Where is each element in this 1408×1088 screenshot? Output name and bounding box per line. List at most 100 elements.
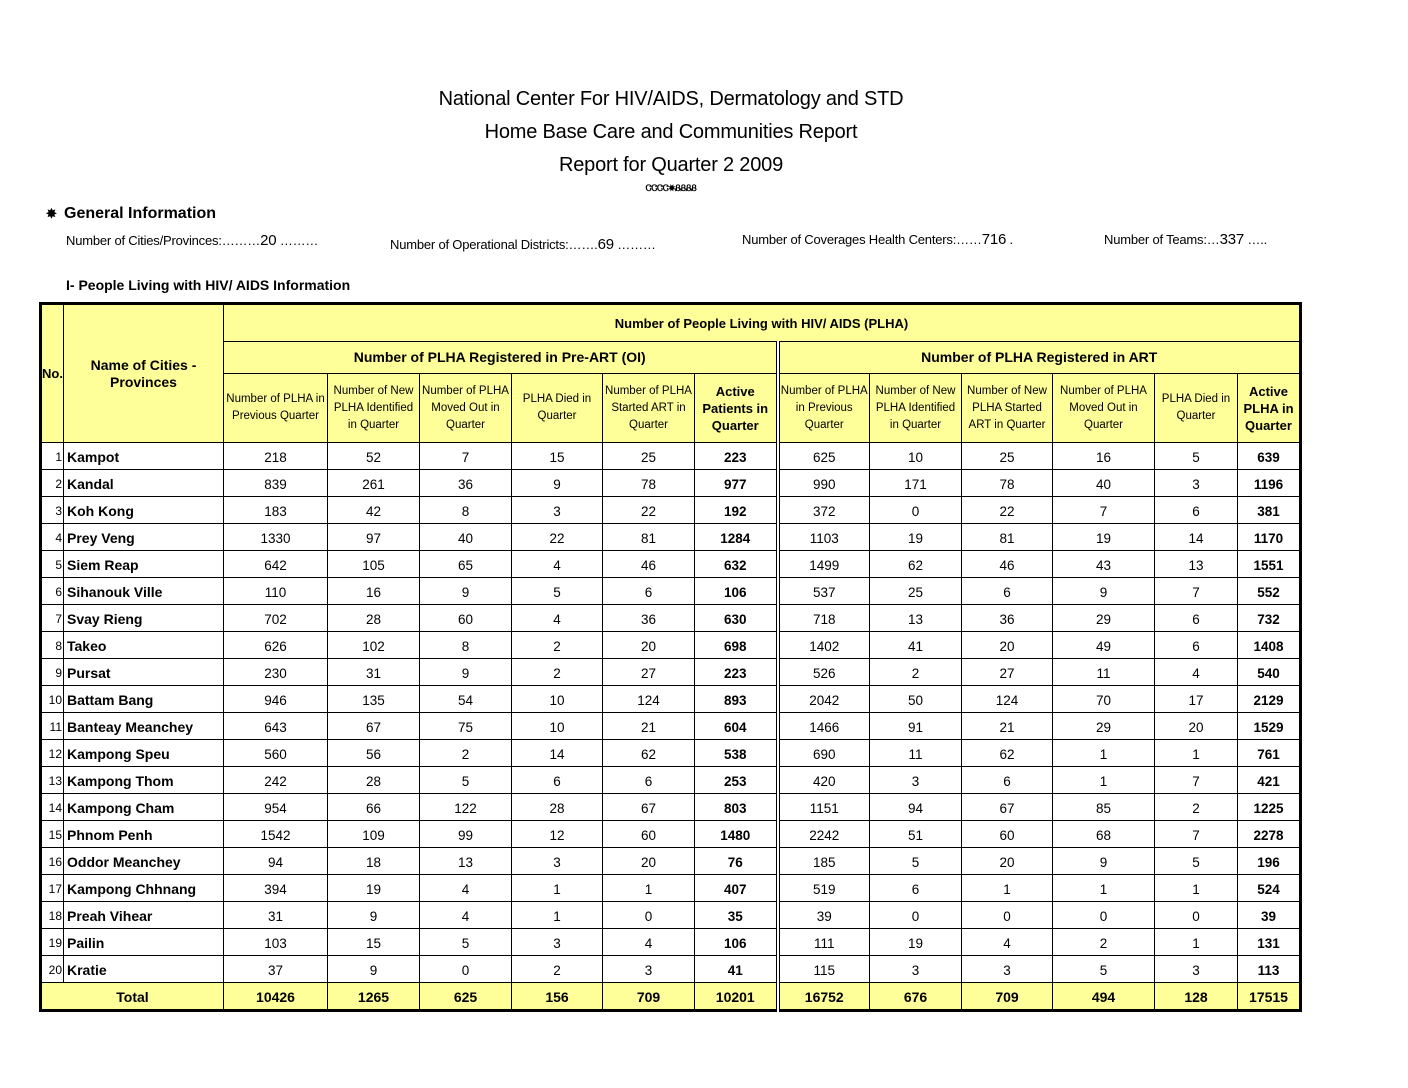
table-row: 8 Takeo 626 102 8 2 20 698 1402 41 20 49 6 1408 xyxy=(40,631,1301,659)
table-row: 17 Kampong Chhnang 394 19 4 1 1 407 519 6 1 1 1 524 xyxy=(40,874,1301,902)
cell-value: 1529 xyxy=(1237,712,1301,740)
cell-value: 171 xyxy=(869,469,962,497)
row-number: 6 xyxy=(40,577,64,605)
cell-value: 17 xyxy=(1154,685,1238,713)
cell-value: 1402 xyxy=(777,631,870,659)
cell-value: 36 xyxy=(602,604,695,632)
total-row: Total 10426 1265 625 156 709 10201 16752 676 709 4… xyxy=(40,982,1301,1011)
cell-value: 19 xyxy=(869,928,962,956)
row-number: 19 xyxy=(40,928,64,956)
row-number: 15 xyxy=(40,820,64,848)
header-art-col-5: PLHA Died in Quarter xyxy=(1154,373,1238,443)
header-preart-col-2: Number of New PLHA Identified in Quarter xyxy=(327,373,420,443)
cell-value: 110 xyxy=(223,577,328,605)
cell-value: 124 xyxy=(602,685,695,713)
cell-value: 2278 xyxy=(1237,820,1301,848)
cell-value: 639 xyxy=(1237,442,1301,470)
cell-value: 1 xyxy=(511,901,603,929)
header-preart-col-6: Active Patients in Quarter xyxy=(694,373,780,443)
cell-value: 6 xyxy=(511,766,603,794)
cell-value: 185 xyxy=(777,847,870,875)
cell-value: 70 xyxy=(1052,685,1155,713)
cell-value: 105 xyxy=(327,550,420,578)
cell-value: 113 xyxy=(1237,955,1301,983)
cell-value: 1284 xyxy=(694,523,780,551)
header-preart-group: Number of PLHA Registered in Pre-ART (OI… xyxy=(223,341,780,374)
cell-value: 0 xyxy=(1052,901,1155,929)
cell-value: 29 xyxy=(1052,604,1155,632)
cell-value: 14 xyxy=(511,739,603,767)
cell-value: 135 xyxy=(327,685,420,713)
cell-value: 0 xyxy=(602,901,695,929)
cell-value: 604 xyxy=(694,712,780,740)
cell-value: 9 xyxy=(511,469,603,497)
province-name: Preah Vihear xyxy=(63,901,224,929)
cell-value: 10 xyxy=(511,685,603,713)
row-number: 17 xyxy=(40,874,64,902)
cell-value: 3 xyxy=(511,928,603,956)
cell-value: 65 xyxy=(419,550,512,578)
cell-value: 524 xyxy=(1237,874,1301,902)
cell-value: 3 xyxy=(869,766,962,794)
cell-value: 20 xyxy=(961,847,1053,875)
cell-value: 122 xyxy=(419,793,512,821)
cell-value: 977 xyxy=(694,469,780,497)
cell-value: 381 xyxy=(1237,496,1301,524)
row-number: 9 xyxy=(40,658,64,686)
cell-value: 6 xyxy=(602,577,695,605)
cell-value: 420 xyxy=(777,766,870,794)
cell-value: 12 xyxy=(511,820,603,848)
cell-value: 28 xyxy=(327,766,420,794)
cell-value: 4 xyxy=(961,928,1053,956)
cell-value: 632 xyxy=(694,550,780,578)
table-row: 5 Siem Reap 642 105 65 4 46 632 1499 62 46 43 13 1551 xyxy=(40,550,1301,578)
cell-value: 1 xyxy=(1154,874,1238,902)
cell-value: 0 xyxy=(1154,901,1238,929)
total-value: 128 xyxy=(1154,982,1238,1011)
cell-value: 4 xyxy=(419,901,512,929)
province-name: Kampong Chhnang xyxy=(63,874,224,902)
cell-value: 990 xyxy=(777,469,870,497)
province-name: Kandal xyxy=(63,469,224,497)
cell-value: 115 xyxy=(777,955,870,983)
row-number: 18 xyxy=(40,901,64,929)
cell-value: 839 xyxy=(223,469,328,497)
cell-value: 7 xyxy=(1154,766,1238,794)
cell-value: 2042 xyxy=(777,685,870,713)
cell-value: 76 xyxy=(694,847,780,875)
cell-value: 5 xyxy=(1154,442,1238,470)
cell-value: 22 xyxy=(511,523,603,551)
row-number: 1 xyxy=(40,442,64,470)
cell-value: 1542 xyxy=(223,820,328,848)
cell-value: 78 xyxy=(602,469,695,497)
cell-value: 13 xyxy=(419,847,512,875)
cell-value: 11 xyxy=(1052,658,1155,686)
total-value: 17515 xyxy=(1237,982,1301,1011)
cell-value: 732 xyxy=(1237,604,1301,632)
header-art-col-1: Number of PLHA in Previous Quarter xyxy=(777,373,870,443)
cell-value: 3 xyxy=(961,955,1053,983)
cell-value: 25 xyxy=(961,442,1053,470)
table-row: 16 Oddor Meanchey 94 18 13 3 20 76 185 5 20 9 5 196 xyxy=(40,847,1301,875)
total-value: 156 xyxy=(511,982,603,1011)
cell-value: 183 xyxy=(223,496,328,524)
cell-value: 56 xyxy=(327,739,420,767)
total-value: 16752 xyxy=(777,982,870,1011)
total-value: 10201 xyxy=(694,982,780,1011)
cell-value: 3 xyxy=(511,496,603,524)
cell-value: 2 xyxy=(511,658,603,686)
row-number: 7 xyxy=(40,604,64,632)
cell-value: 21 xyxy=(961,712,1053,740)
cell-value: 28 xyxy=(327,604,420,632)
province-name: Pailin xyxy=(63,928,224,956)
province-name: Prey Veng xyxy=(63,523,224,551)
cell-value: 62 xyxy=(869,550,962,578)
cell-value: 111 xyxy=(777,928,870,956)
cell-value: 1330 xyxy=(223,523,328,551)
cell-value: 41 xyxy=(694,955,780,983)
cell-value: 6 xyxy=(869,874,962,902)
province-name: Takeo xyxy=(63,631,224,659)
cell-value: 4 xyxy=(419,874,512,902)
cell-value: 394 xyxy=(223,874,328,902)
cell-value: 67 xyxy=(602,793,695,821)
